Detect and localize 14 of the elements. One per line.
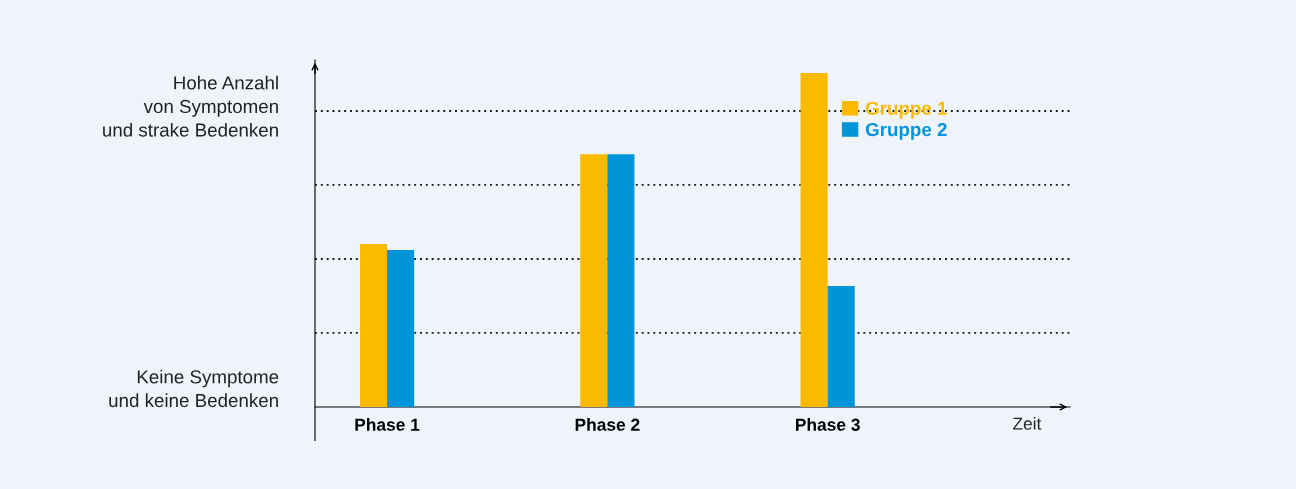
bar <box>359 244 388 407</box>
bar <box>607 154 635 407</box>
bar <box>827 286 855 407</box>
text: Keine Symptome und keine Bedenken <box>109 369 279 408</box>
x-tick-label: Phase 1 <box>355 418 420 431</box>
x-tick-label: Phase 2 <box>575 418 640 431</box>
text: Hohe Anzahl von Symptomen und strake Bedenken <box>103 75 278 137</box>
bar <box>580 154 608 407</box>
bar <box>387 250 415 407</box>
bar <box>800 73 828 407</box>
legend-label: Gruppe 1 <box>865 101 947 119</box>
legend-label: Gruppe 2 <box>865 122 947 140</box>
x-tick-label: Phase 3 <box>796 418 860 431</box>
x-axis-title: Zeit <box>1012 417 1042 430</box>
